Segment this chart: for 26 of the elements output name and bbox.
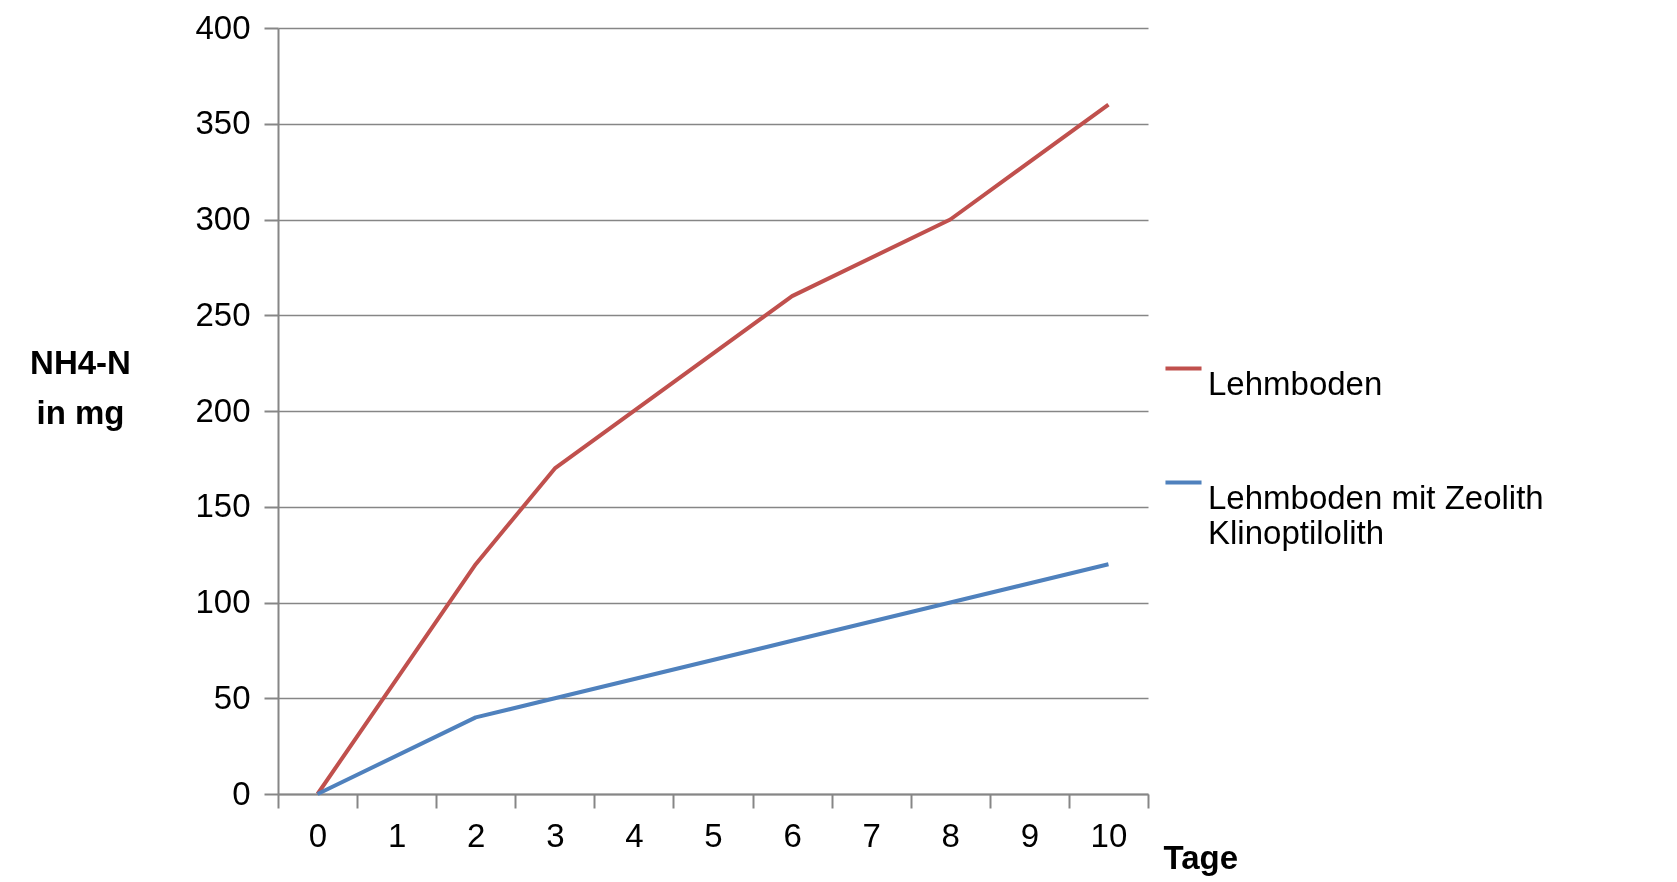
x-tick-label: 10 — [1090, 816, 1128, 854]
x-tick-label: 0 — [308, 816, 328, 854]
y-tick-label: 350 — [195, 104, 251, 142]
x-tick-label: 6 — [783, 816, 802, 854]
x-tick-label: 1 — [387, 816, 407, 854]
line-series — [315, 562, 1111, 796]
x-tick-label: 2 — [467, 816, 486, 854]
x-tick-label: 4 — [625, 816, 644, 854]
y-tick-label: 150 — [195, 487, 251, 525]
line-series — [315, 102, 1111, 796]
legend-label: Lehmboden — [1208, 364, 1383, 402]
y-tick-label: 400 — [195, 8, 251, 46]
y-tick-label: 250 — [195, 295, 251, 333]
y-tick-label: 200 — [195, 391, 251, 429]
y-tick-label: 0 — [232, 774, 251, 812]
y-tick-label: 50 — [213, 678, 251, 716]
y-tick-label: 100 — [195, 583, 251, 620]
legend-label: Lehmboden mit Zeolith Klinoptilolith — [1208, 478, 1544, 551]
x-tick-label: 8 — [941, 816, 960, 854]
x-tick-label: 5 — [704, 816, 723, 854]
x-tick-label: 3 — [546, 816, 565, 854]
y-axis-title: NH4-N in mg — [30, 343, 131, 431]
x-axis-title: Tage — [1163, 838, 1239, 876]
x-tick-label: 7 — [862, 816, 881, 854]
x-tick-label: 9 — [1020, 816, 1040, 854]
y-tick-label: 300 — [195, 200, 251, 237]
